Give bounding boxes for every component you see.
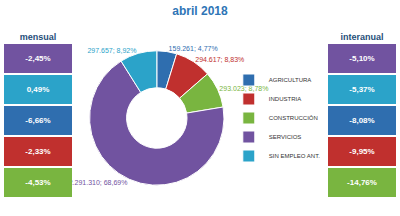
html-text:-5,10%: -5,10% — [349, 54, 375, 63]
html-text:-14,76%: -14,76% — [347, 178, 377, 187]
html-text:-2,33%: -2,33% — [25, 147, 51, 156]
html-text:-5,37%: -5,37% — [349, 85, 375, 94]
html-text:-6,66%: -6,66% — [25, 116, 51, 125]
svg-text:2.291.310; 68,69%: 2.291.310; 68,69% — [69, 179, 128, 186]
html-text:mensual: mensual — [19, 32, 57, 42]
html-text:-9,95%: -9,95% — [349, 147, 375, 156]
html-text:interanual: interanual — [340, 32, 384, 42]
svg-text:CONSTRUCCIÓN: CONSTRUCCIÓN — [269, 115, 318, 121]
svg-text:abril 2018: abril 2018 — [172, 4, 228, 18]
html-text:-8,08%: -8,08% — [349, 116, 375, 125]
html-text:-4,53%: -4,53% — [25, 178, 51, 187]
svg-text:159.261; 4,77%: 159.261; 4,77% — [169, 45, 218, 52]
html-text:-2,45%: -2,45% — [25, 54, 51, 63]
svg-text:294.617; 8,83%: 294.617; 8,83% — [195, 56, 244, 63]
svg-text:SERVICIOS: SERVICIOS — [269, 134, 302, 140]
svg-text:INDUSTRIA: INDUSTRIA — [269, 96, 301, 102]
svg-text:297.657; 8,92%: 297.657; 8,92% — [87, 47, 136, 54]
svg-text:SIN EMPLEO ANT.: SIN EMPLEO ANT. — [269, 153, 320, 159]
html-text:0,49%: 0,49% — [26, 85, 50, 94]
svg-text:AGRICULTURA: AGRICULTURA — [269, 77, 312, 83]
svg-text:293.023; 8,78%: 293.023; 8,78% — [219, 85, 269, 93]
